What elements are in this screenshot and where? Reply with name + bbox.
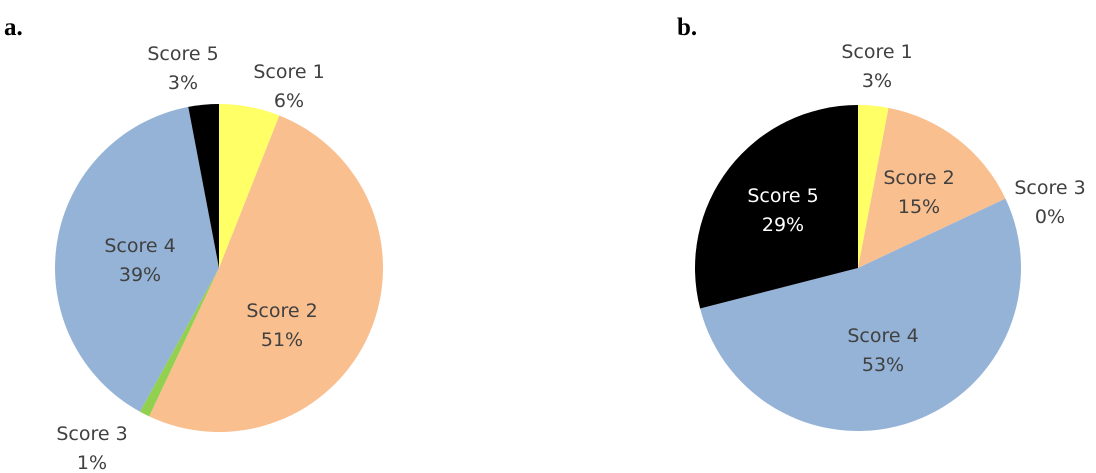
pie-slice-score-1	[858, 105, 889, 268]
slice-label-score-5: Score 5 29%	[747, 185, 818, 236]
pie-slice-score-5	[695, 105, 858, 309]
slice-label-value-score-1: 6%	[274, 90, 304, 112]
pie-slice-score-4	[700, 198, 1021, 432]
slice-label-value-score-5: 29%	[762, 214, 804, 236]
slice-label-score-3: Score 3 1%	[56, 423, 127, 473]
slice-label-value-score-5: 3%	[168, 72, 198, 94]
slice-label-value-score-4: 39%	[119, 264, 161, 286]
slice-label-score-1: Score 1 3%	[841, 41, 912, 92]
slice-label-name-score-4: Score 4	[847, 325, 918, 347]
panel-label-a: a.	[4, 14, 23, 41]
pie-slice-score-3	[139, 268, 219, 417]
slice-label-score-4: Score 4 39%	[104, 235, 175, 286]
slice-label-score-2: Score 2 51%	[246, 300, 317, 351]
slice-label-score-2: Score 2 15%	[883, 167, 954, 218]
slice-label-score-4: Score 4 53%	[847, 325, 918, 376]
slice-label-value-score-3: 1%	[77, 452, 107, 473]
slice-label-name-score-2: Score 2	[883, 167, 954, 189]
slice-label-score-3: Score 3 0%	[1014, 177, 1085, 228]
slice-label-value-score-2: 51%	[261, 329, 303, 351]
pie-slice-score-5	[188, 104, 219, 268]
slice-label-name-score-5: Score 5	[147, 43, 218, 65]
slice-label-value-score-1: 3%	[862, 70, 892, 92]
panel-label-b: b.	[677, 14, 697, 41]
slice-label-name-score-1: Score 1	[841, 41, 912, 63]
pie-slice-score-4	[54, 106, 219, 412]
slice-label-name-score-4: Score 4	[104, 235, 175, 257]
slice-label-name-score-2: Score 2	[246, 300, 317, 322]
pie-slice-score-2	[149, 115, 384, 433]
slice-label-name-score-3: Score 3	[56, 423, 127, 445]
slice-label-value-score-4: 53%	[862, 354, 904, 376]
pie-slice-score-2	[858, 107, 1006, 268]
slice-label-score-5: Score 5 3%	[147, 43, 218, 94]
pie-chart-a: a. Score 1 6% Score 2 51% Score 3 1% Score 4 39…	[4, 14, 384, 473]
slice-label-name-score-3: Score 3	[1014, 177, 1085, 199]
slice-label-value-score-3: 0%	[1035, 206, 1065, 228]
pie-slice-score-1	[219, 104, 280, 268]
slice-label-name-score-5: Score 5	[747, 185, 818, 207]
pie-chart-b: b. Score 1 3% Score 2 15% Score 3 0% Score 4 53…	[677, 14, 1086, 432]
slice-label-score-1: Score 1 6%	[253, 61, 324, 112]
slice-label-name-score-1: Score 1	[253, 61, 324, 83]
slice-label-value-score-2: 15%	[898, 196, 940, 218]
